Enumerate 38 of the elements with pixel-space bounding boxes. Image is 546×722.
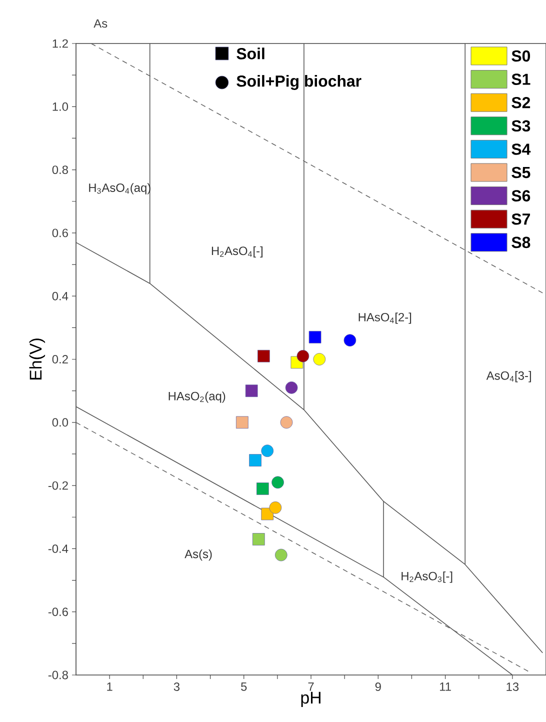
- legend-label: S1: [512, 74, 530, 85]
- x-tick-label: 1: [107, 682, 112, 691]
- x-tick-label: 7: [308, 682, 314, 691]
- y-tick-label: -0.6: [48, 608, 68, 616]
- x-tick-label: 11: [440, 682, 451, 691]
- legend-label: S6: [512, 190, 530, 202]
- x-tick-label: 3: [174, 682, 180, 691]
- legend-label: S5: [512, 166, 530, 178]
- y-tick-label: 0.8: [52, 166, 68, 174]
- y-tick-label: 1.2: [52, 39, 68, 48]
- legend-label: S8: [512, 236, 530, 248]
- legend-label: Soil+Pig biochar: [236, 75, 362, 90]
- y-tick-label: 1.0: [52, 102, 68, 111]
- annotation: As(s): [184, 549, 212, 561]
- annotation: AsO$_{4}$[3-]: [486, 371, 531, 382]
- annotation: HAsO$_{2}$(aq): [168, 392, 226, 403]
- y-tick-label: -0.2: [48, 481, 68, 490]
- y-tick-label: 0.2: [52, 355, 68, 364]
- x-tick-label: 9: [375, 682, 381, 691]
- legend-label: S2: [512, 96, 530, 108]
- legend-label: S0: [512, 50, 530, 62]
- annotation: H$_{2}$AsO$_{4}$[-]: [212, 246, 262, 258]
- legend-label: Soil: [236, 48, 264, 60]
- y-tick-label: 0.4: [52, 292, 68, 300]
- x-tick-label: 13: [506, 682, 519, 691]
- annotation: HAsO$_{4}$[2-]: [358, 312, 412, 324]
- legend-label: S3: [512, 120, 530, 132]
- x-tick-label: 5: [241, 682, 247, 691]
- annotation: H$_{2}$AsO$_{3}$[-]: [402, 572, 452, 583]
- y-tick-label: 0.6: [52, 228, 68, 238]
- y-tick-label: 0.0: [52, 418, 68, 427]
- x-axis-title: pH: [301, 692, 320, 707]
- chart-title: As: [94, 19, 108, 28]
- y-tick-label: -0.4: [48, 544, 68, 553]
- legend-label: S7: [512, 213, 530, 225]
- y-axis-title: Eh(V): [29, 338, 46, 380]
- legend-label: S4: [512, 144, 531, 155]
- y-tick-label: -0.8: [48, 670, 68, 680]
